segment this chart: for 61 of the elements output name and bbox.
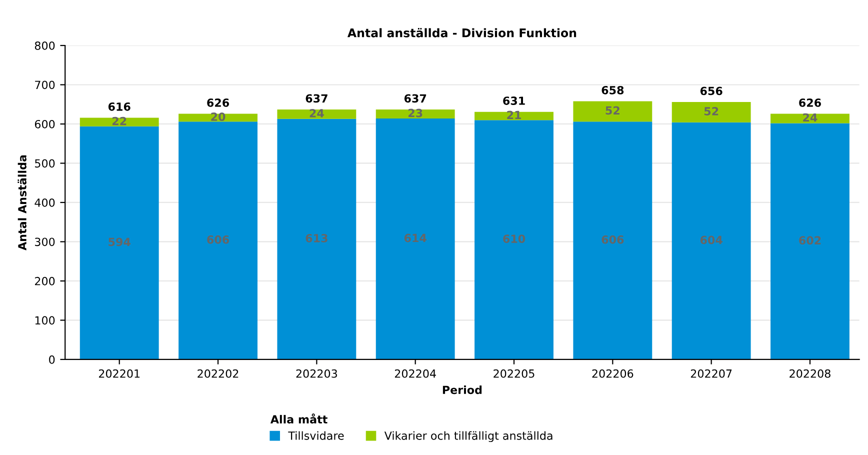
bar: [474, 112, 554, 120]
x-tick-label: 202201: [98, 369, 140, 378]
total-label: 626: [207, 98, 230, 107]
legend-title: Alla mått: [270, 414, 328, 424]
data-label: 606: [207, 235, 230, 244]
data-label: 602: [799, 236, 821, 245]
data-label: 594: [108, 238, 130, 246]
y-tick-label: 800: [34, 41, 55, 50]
x-tick-label: 202204: [394, 369, 436, 378]
y-axis-title: Antal Anställda: [18, 155, 26, 250]
data-label: 21: [507, 110, 521, 120]
bar: [80, 118, 159, 126]
x-tick-label: 202202: [198, 369, 238, 378]
bar: [277, 118, 356, 360]
data-label: 606: [602, 235, 624, 244]
total-label: 626: [799, 98, 821, 107]
x-tick-label: 202205: [494, 369, 534, 378]
data-label: 22: [112, 116, 126, 126]
bar: [178, 122, 258, 360]
x-axis-title: Period: [442, 385, 482, 394]
y-tick-label: 400: [34, 198, 55, 207]
data-label: 20: [211, 112, 226, 121]
y-tick-label: 0: [49, 355, 55, 364]
bar: [376, 109, 455, 118]
data-label: 24: [310, 108, 324, 118]
bar: [573, 122, 652, 360]
data-label: 24: [803, 113, 818, 122]
data-label: 23: [408, 108, 422, 118]
bar: [474, 120, 554, 360]
data-label: 604: [700, 236, 722, 244]
total-label: 656: [700, 86, 722, 96]
legend-label: Tillsvidare: [288, 431, 344, 440]
x-tick-label: 202206: [592, 369, 634, 378]
y-tick-label: 700: [35, 80, 55, 90]
total-label: 616: [108, 102, 130, 111]
total-label: 658: [602, 86, 624, 94]
total-label: 637: [306, 94, 328, 103]
y-tick-label: 500: [35, 159, 55, 168]
bar: [277, 109, 356, 119]
bar: [573, 101, 652, 122]
bar: [672, 102, 751, 122]
total-label: 631: [503, 96, 525, 105]
legend-label: Vikarier och tillfälligt anställda: [384, 431, 552, 442]
bar: [770, 123, 850, 360]
y-tick-label: 100: [35, 316, 55, 325]
bar: [80, 126, 159, 360]
data-label: 610: [503, 234, 526, 243]
x-tick-label: 202203: [296, 369, 337, 378]
total-label: 637: [404, 94, 426, 103]
bar: [672, 122, 751, 360]
chart-title: Antal anställda - Division Funktion: [347, 28, 576, 38]
bar: [376, 118, 455, 360]
y-tick-label: 600: [34, 120, 55, 128]
data-label: 52: [704, 107, 718, 116]
x-tick-label: 202208: [790, 369, 830, 378]
y-tick-label: 200: [34, 276, 55, 286]
data-label: 52: [606, 106, 620, 115]
data-label: 613: [306, 234, 328, 242]
y-tick-label: 300: [35, 238, 55, 246]
data-label: 614: [404, 234, 426, 242]
x-tick-label: 202207: [690, 369, 732, 378]
